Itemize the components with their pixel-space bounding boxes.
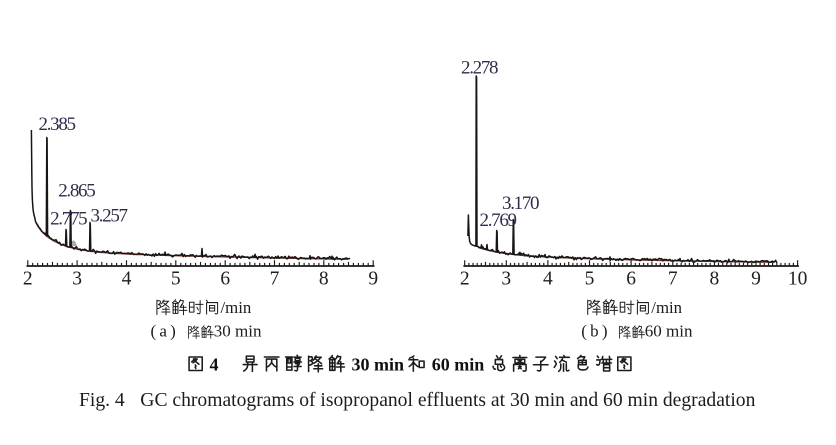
svg-text:(b): (b) bbox=[581, 322, 610, 341]
svg-text:60 min: 60 min bbox=[432, 354, 485, 374]
svg-text:4: 4 bbox=[543, 269, 553, 290]
svg-text:3: 3 bbox=[72, 269, 82, 290]
svg-text:7: 7 bbox=[668, 269, 678, 290]
svg-text:5: 5 bbox=[171, 269, 181, 290]
svg-text:5: 5 bbox=[585, 269, 595, 290]
svg-text:6: 6 bbox=[220, 269, 230, 290]
svg-text:30 min: 30 min bbox=[352, 354, 405, 374]
svg-text:9: 9 bbox=[368, 269, 378, 290]
svg-text:30 min: 30 min bbox=[214, 322, 262, 341]
svg-text:2.769: 2.769 bbox=[480, 210, 517, 231]
svg-text:3.170: 3.170 bbox=[502, 193, 539, 214]
svg-text:2.775: 2.775 bbox=[50, 209, 87, 230]
svg-text:2: 2 bbox=[460, 269, 470, 290]
svg-text:4: 4 bbox=[122, 269, 132, 290]
svg-text:8: 8 bbox=[319, 269, 329, 290]
svg-text:2.385: 2.385 bbox=[39, 114, 76, 135]
svg-text:10: 10 bbox=[788, 269, 808, 290]
svg-text:GC chromatograms of isopropano: GC chromatograms of isopropanol effluent… bbox=[140, 390, 755, 411]
svg-text:4: 4 bbox=[210, 354, 219, 374]
svg-text:Fig. 4: Fig. 4 bbox=[79, 390, 125, 411]
svg-text:8: 8 bbox=[710, 269, 720, 290]
svg-text:60 min: 60 min bbox=[645, 322, 693, 341]
svg-text:3.257: 3.257 bbox=[91, 206, 128, 227]
svg-text:(a): (a) bbox=[151, 322, 179, 341]
svg-text:6: 6 bbox=[626, 269, 636, 290]
svg-text:2: 2 bbox=[23, 269, 33, 290]
svg-text:2.865: 2.865 bbox=[58, 180, 95, 201]
svg-text:7: 7 bbox=[270, 269, 280, 290]
svg-text:/min: /min bbox=[221, 298, 252, 317]
svg-text:9: 9 bbox=[751, 269, 761, 290]
svg-text:3: 3 bbox=[501, 269, 511, 290]
svg-text:2.278: 2.278 bbox=[461, 57, 498, 78]
svg-text:/min: /min bbox=[651, 298, 682, 317]
